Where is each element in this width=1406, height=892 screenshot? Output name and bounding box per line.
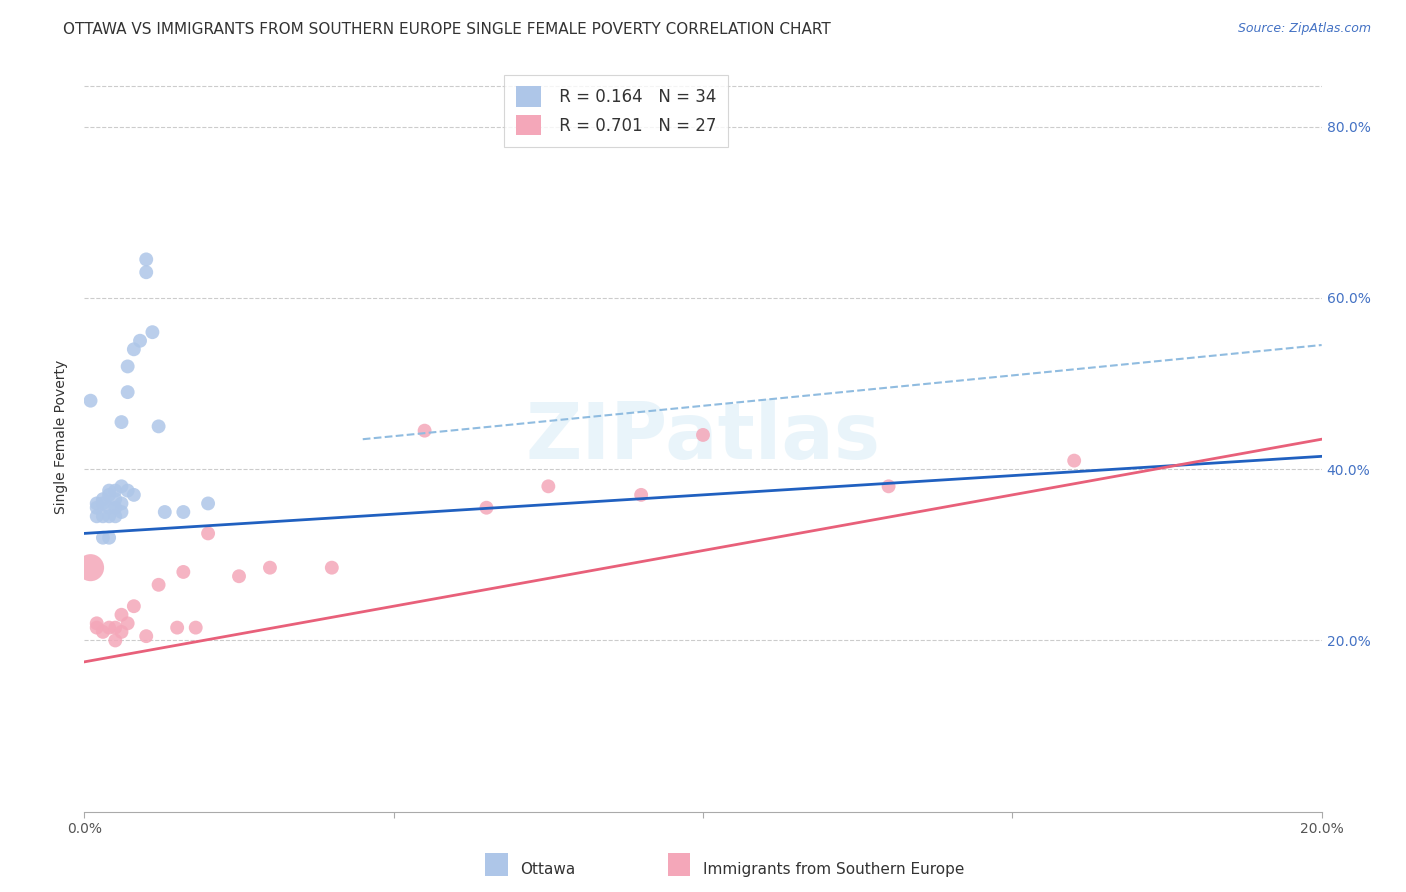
Text: Source: ZipAtlas.com: Source: ZipAtlas.com xyxy=(1237,22,1371,36)
Point xyxy=(321,560,343,574)
Point xyxy=(110,607,132,622)
Point xyxy=(110,479,132,493)
Point xyxy=(148,419,170,434)
Point xyxy=(104,483,127,498)
Point xyxy=(104,500,127,515)
Point xyxy=(537,479,560,493)
Point xyxy=(475,500,498,515)
Point xyxy=(197,526,219,541)
Point xyxy=(86,509,108,524)
Point xyxy=(98,621,121,635)
Point xyxy=(413,424,436,438)
Point xyxy=(98,531,121,545)
Point xyxy=(98,488,121,502)
Point xyxy=(117,359,139,374)
Point xyxy=(110,415,132,429)
Point xyxy=(141,325,163,339)
Point xyxy=(153,505,176,519)
Point xyxy=(877,479,900,493)
Text: Immigrants from Southern Europe: Immigrants from Southern Europe xyxy=(703,863,965,877)
Y-axis label: Single Female Poverty: Single Female Poverty xyxy=(55,360,69,514)
Point xyxy=(630,488,652,502)
Point xyxy=(166,621,188,635)
Point xyxy=(110,496,132,510)
FancyBboxPatch shape xyxy=(668,853,690,876)
Point xyxy=(122,343,145,357)
Point xyxy=(91,496,114,510)
Text: OTTAWA VS IMMIGRANTS FROM SOUTHERN EUROPE SINGLE FEMALE POVERTY CORRELATION CHAR: OTTAWA VS IMMIGRANTS FROM SOUTHERN EUROP… xyxy=(63,22,831,37)
Point xyxy=(104,633,127,648)
Point xyxy=(259,560,281,574)
FancyBboxPatch shape xyxy=(485,853,508,876)
Point xyxy=(91,531,114,545)
Point xyxy=(110,505,132,519)
Point xyxy=(98,509,121,524)
Point xyxy=(117,616,139,631)
Point xyxy=(110,624,132,639)
Point xyxy=(122,488,145,502)
Point xyxy=(135,265,157,279)
Point xyxy=(86,496,108,510)
Point xyxy=(91,624,114,639)
Point xyxy=(172,565,194,579)
Point xyxy=(79,560,101,574)
Point xyxy=(104,492,127,507)
Point xyxy=(122,599,145,614)
Text: ZIPatlas: ZIPatlas xyxy=(526,399,880,475)
Legend:  R = 0.164   N = 34,  R = 0.701   N = 27: R = 0.164 N = 34, R = 0.701 N = 27 xyxy=(505,75,728,147)
Point xyxy=(135,629,157,643)
Point xyxy=(104,621,127,635)
Point xyxy=(228,569,250,583)
Point xyxy=(135,252,157,267)
Point xyxy=(79,393,101,408)
Point xyxy=(148,578,170,592)
Point xyxy=(98,500,121,515)
Point xyxy=(692,428,714,442)
Point xyxy=(129,334,152,348)
Point xyxy=(86,616,108,631)
Point xyxy=(117,483,139,498)
Point xyxy=(91,509,114,524)
Point xyxy=(172,505,194,519)
Point xyxy=(1063,453,1085,467)
Point xyxy=(184,621,207,635)
Point xyxy=(91,492,114,507)
Point xyxy=(197,496,219,510)
Point xyxy=(98,483,121,498)
Point xyxy=(86,621,108,635)
Point xyxy=(104,509,127,524)
Point xyxy=(86,500,108,515)
Text: Ottawa: Ottawa xyxy=(520,863,575,877)
Point xyxy=(117,385,139,400)
